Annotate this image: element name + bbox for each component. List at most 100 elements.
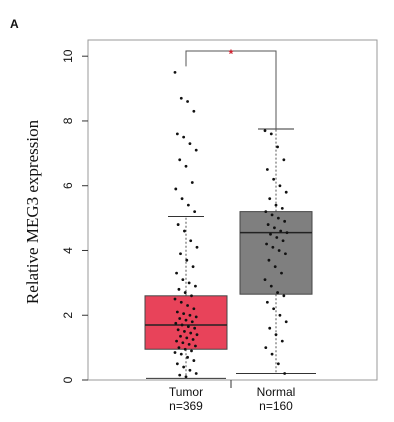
data-point [264, 210, 268, 214]
data-point [282, 294, 286, 298]
data-point [188, 313, 192, 317]
data-point [190, 320, 194, 324]
y-tick-label: 10 [61, 49, 75, 63]
y-tick-label: 4 [61, 247, 75, 254]
data-point [276, 362, 280, 366]
data-point [283, 372, 287, 375]
data-point [192, 109, 196, 113]
data-point [275, 236, 279, 239]
data-point [178, 317, 182, 320]
data-point [186, 100, 189, 103]
y-tick-label: 8 [61, 117, 75, 124]
data-point [185, 336, 189, 340]
data-point [179, 300, 183, 304]
box [239, 211, 313, 295]
data-point [283, 219, 287, 223]
data-point [175, 339, 178, 343]
data-point [188, 368, 192, 372]
data-point [183, 347, 187, 351]
data-point [194, 315, 198, 319]
x-tick-label: Normal [257, 385, 296, 399]
data-point [179, 96, 183, 100]
data-point [178, 373, 182, 377]
data-point [276, 291, 279, 294]
panel-label: A [10, 17, 19, 31]
data-point [268, 197, 272, 201]
data-point [269, 232, 272, 236]
data-point [278, 313, 282, 317]
data-point [265, 242, 268, 246]
plot-frame [87, 39, 378, 381]
data-point [282, 158, 286, 162]
data-point [176, 223, 180, 226]
data-point [184, 318, 188, 322]
data-point [192, 359, 196, 362]
data-point [186, 325, 190, 328]
data-point [178, 158, 182, 162]
data-point [177, 287, 181, 291]
data-point [187, 281, 191, 285]
data-point [194, 284, 197, 288]
data-point [270, 352, 274, 356]
data-point [265, 300, 269, 304]
data-point [272, 177, 276, 181]
data-point [195, 245, 199, 249]
data-point [183, 330, 186, 333]
data-point [284, 320, 288, 324]
data-point [183, 229, 186, 233]
data-point [173, 297, 177, 301]
x-sample-size: n=160 [259, 399, 293, 413]
data-point [265, 168, 269, 171]
y-tick-label: 2 [61, 312, 75, 319]
data-point [191, 265, 195, 269]
data-point [186, 355, 189, 359]
y-axis-label: Relative MEG3 expression [23, 119, 42, 304]
data-point [280, 339, 284, 343]
data-point [190, 349, 193, 353]
data-point [173, 70, 177, 74]
y-tick-label: 0 [61, 376, 75, 383]
data-point [175, 362, 179, 366]
data-point [184, 164, 188, 168]
data-point [186, 203, 190, 207]
significance-marker: * [229, 47, 234, 61]
data-point [266, 223, 270, 226]
x-sample-size: n=369 [169, 399, 203, 413]
data-point [279, 229, 283, 233]
data-point [189, 239, 193, 243]
data-point [281, 239, 285, 243]
data-point [274, 333, 278, 337]
data-point [173, 351, 177, 354]
x-tick-label: Tumor [169, 385, 203, 399]
data-point [194, 372, 198, 375]
data-point [269, 132, 273, 136]
data-point [180, 197, 184, 201]
data-point [177, 346, 181, 350]
data-point [184, 375, 188, 379]
data-point [194, 148, 198, 152]
data-point [268, 326, 272, 330]
data-point [182, 312, 186, 316]
data-point [186, 304, 189, 307]
data-point [280, 206, 284, 210]
data-point [284, 190, 288, 194]
data-point [188, 142, 192, 146]
data-point [187, 342, 191, 346]
data-point [263, 278, 267, 282]
significance-bracket [185, 50, 277, 130]
data-point [273, 226, 276, 230]
data-point [189, 331, 193, 335]
data-point [270, 213, 274, 217]
data-point [181, 341, 185, 345]
data-point [174, 321, 178, 325]
data-point [176, 328, 180, 332]
data-point [285, 231, 289, 235]
data-point [193, 210, 197, 214]
data-point [280, 271, 283, 275]
data-point [284, 252, 287, 256]
data-point [267, 258, 271, 262]
data-point [274, 203, 278, 207]
y-tick-label: 6 [61, 182, 75, 189]
data-point [191, 338, 195, 341]
